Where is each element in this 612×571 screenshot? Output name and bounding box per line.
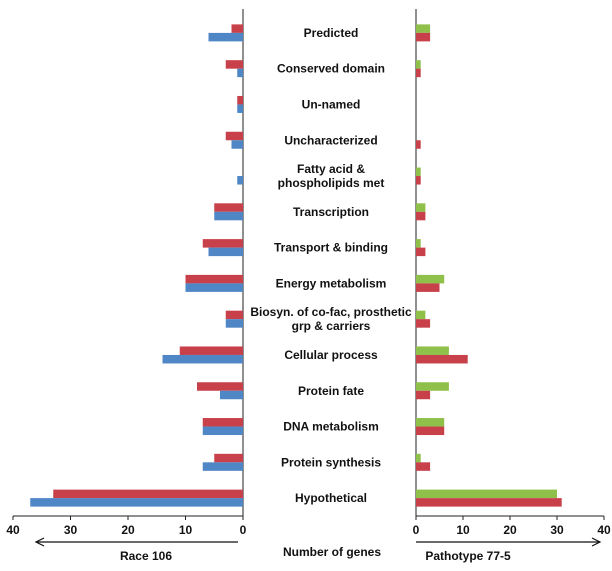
center-axis-caption: Number of genes bbox=[283, 545, 381, 559]
left-tick-label: 20 bbox=[121, 523, 135, 537]
category-label: Biosyn. of co-fac, prostheticgrp & carri… bbox=[250, 305, 412, 333]
right-bar-series1 bbox=[416, 490, 557, 499]
left-bar-series2 bbox=[232, 140, 244, 149]
right-bar-series2 bbox=[416, 391, 430, 400]
left-bar-series2 bbox=[209, 33, 244, 42]
left-tick-label: 30 bbox=[64, 523, 78, 537]
category-label: Protein synthesis bbox=[281, 455, 381, 469]
category-label: Un-named bbox=[302, 98, 361, 112]
left-bar-series2 bbox=[163, 355, 244, 364]
right-bar-series2 bbox=[416, 462, 430, 471]
left-bar-series2 bbox=[237, 176, 243, 185]
right-bar-series1 bbox=[416, 346, 449, 355]
right-tick-label: 20 bbox=[503, 523, 517, 537]
right-axis-caption: Pathotype 77-5 bbox=[425, 549, 511, 563]
category-label: Predicted bbox=[304, 26, 359, 40]
category-label: Uncharacterized bbox=[284, 133, 377, 147]
left-bar-series1 bbox=[226, 311, 243, 320]
right-tick-label: 30 bbox=[550, 523, 564, 537]
left-bar-series2 bbox=[203, 427, 243, 436]
left-bar-series1 bbox=[53, 490, 243, 499]
left-bar-series1 bbox=[197, 382, 243, 391]
left-bar-series1 bbox=[203, 239, 243, 248]
category-label: Transport & binding bbox=[274, 241, 388, 255]
right-bar-series1 bbox=[416, 275, 444, 284]
left-bar-series2 bbox=[226, 319, 243, 328]
right-bar-series1 bbox=[416, 418, 444, 427]
right-bar-series1 bbox=[416, 24, 430, 33]
right-tick-label: 10 bbox=[456, 523, 470, 537]
category-label: Protein fate bbox=[298, 384, 364, 398]
right-bar-series2 bbox=[416, 427, 444, 436]
left-bar-series1 bbox=[180, 346, 243, 355]
right-bar-series1 bbox=[416, 382, 449, 391]
left-bar-series2 bbox=[237, 69, 243, 78]
left-bar-series1 bbox=[186, 275, 244, 284]
left-panel: 40 30 20 10 0 bbox=[6, 9, 246, 537]
left-tick-label: 40 bbox=[6, 523, 20, 537]
right-bar-series2 bbox=[416, 33, 430, 42]
category-label: DNA metabolism bbox=[283, 420, 379, 434]
right-bar-series1 bbox=[416, 168, 421, 177]
right-bar-series2 bbox=[416, 140, 421, 149]
right-tick-label: 0 bbox=[413, 523, 420, 537]
category-label: Cellular process bbox=[284, 348, 378, 362]
left-bar-series2 bbox=[186, 283, 244, 292]
right-bar-series2 bbox=[416, 319, 430, 328]
left-bar-series2 bbox=[214, 212, 243, 221]
right-bar-series1 bbox=[416, 239, 421, 248]
right-bar-series1 bbox=[416, 454, 421, 463]
right-bar-series2 bbox=[416, 498, 562, 507]
category-label: Conserved domain bbox=[277, 62, 385, 76]
right-bar-series2 bbox=[416, 176, 421, 185]
left-direction-arrow bbox=[36, 538, 238, 546]
right-direction-arrow bbox=[416, 538, 600, 546]
category-label: Hypothetical bbox=[295, 491, 367, 505]
left-tick-label: 0 bbox=[240, 523, 247, 537]
right-bar-series2 bbox=[416, 212, 425, 221]
left-tick-label: 10 bbox=[179, 523, 193, 537]
left-bar-series2 bbox=[209, 248, 244, 256]
category-labels: Predicted Conserved domain Un-named Unchara… bbox=[250, 26, 412, 505]
category-label: Energy metabolism bbox=[276, 276, 387, 290]
left-bar-series1 bbox=[232, 24, 244, 33]
right-bar-series2 bbox=[416, 355, 468, 364]
left-bar-series1 bbox=[214, 203, 243, 212]
left-bar-series2 bbox=[30, 498, 243, 507]
left-bar-series2 bbox=[237, 104, 243, 113]
category-label: Fatty acid &phospholipids met bbox=[278, 162, 385, 190]
left-axis-caption: Race 106 bbox=[120, 549, 172, 563]
left-bar-series1 bbox=[203, 418, 243, 427]
right-bar-series2 bbox=[416, 248, 425, 256]
category-label: Transcription bbox=[293, 205, 369, 219]
right-panel: 0 10 20 30 40 bbox=[413, 9, 611, 537]
left-bar-series1 bbox=[237, 96, 243, 105]
left-bar-series2 bbox=[220, 391, 243, 400]
left-bar-series1 bbox=[226, 60, 243, 69]
right-bar-series1 bbox=[416, 311, 425, 320]
right-bar-series2 bbox=[416, 283, 440, 292]
right-bar-series1 bbox=[416, 60, 421, 69]
left-bar-series1 bbox=[214, 454, 243, 463]
left-bar-series2 bbox=[203, 462, 243, 471]
right-bar-series2 bbox=[416, 69, 421, 78]
right-tick-label: 40 bbox=[597, 523, 611, 537]
left-bar-series1 bbox=[226, 132, 243, 141]
right-bar-series1 bbox=[416, 203, 425, 212]
